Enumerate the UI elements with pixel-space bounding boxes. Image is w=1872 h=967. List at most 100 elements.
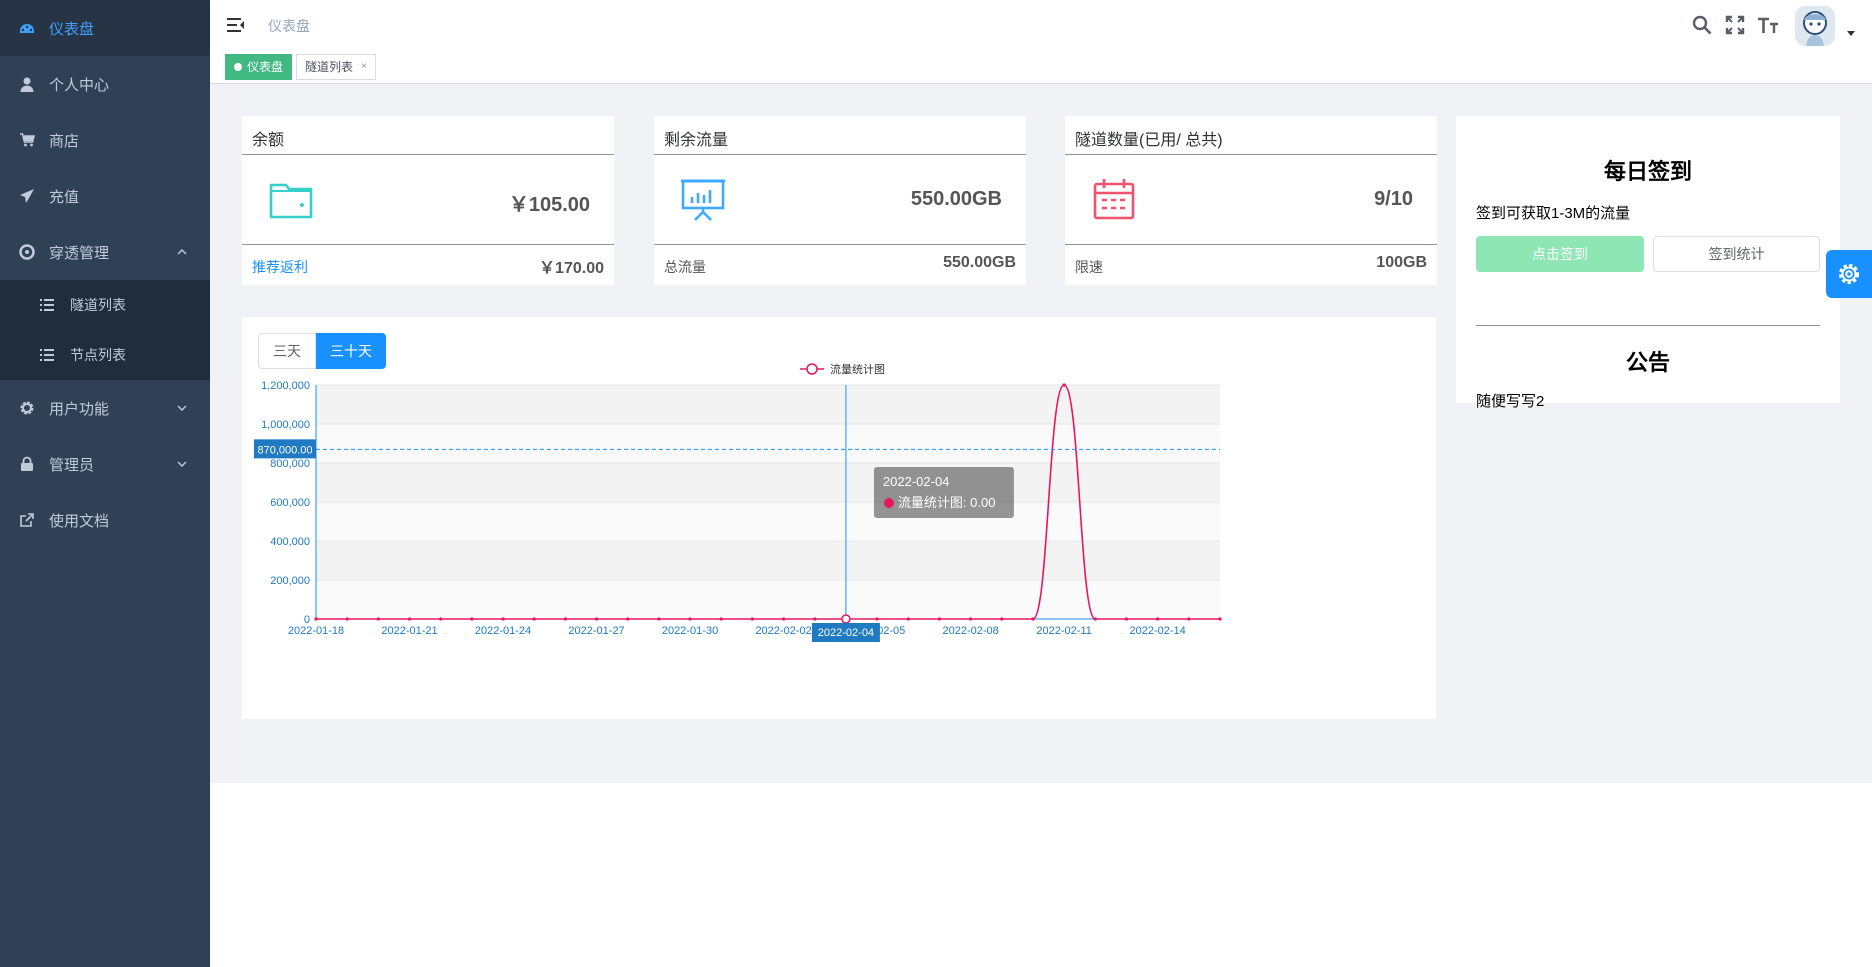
- divider: [1065, 154, 1437, 155]
- navbar: 仪表盘: [210, 0, 1872, 50]
- grid-band: [316, 502, 1220, 541]
- speed-limit-label: 限速: [1075, 259, 1103, 275]
- settings-panel-toggle[interactable]: [1826, 250, 1872, 298]
- data-point: [345, 617, 349, 621]
- tunnel-count-value: 9/10: [1374, 188, 1413, 210]
- tags-view: 仪表盘 隧道列表 ×: [210, 50, 1872, 84]
- sidebar-item-label: 管理员: [49, 456, 95, 474]
- range-thirty-days[interactable]: 三十天: [316, 333, 386, 369]
- tag-label: 隧道列表: [305, 60, 354, 74]
- sidebar-item-docs[interactable]: 使用文档: [0, 492, 210, 548]
- checkin-stats-button[interactable]: 签到统计: [1653, 236, 1820, 272]
- data-point: [501, 617, 505, 621]
- x-tick-label: 2022-02-11: [1036, 625, 1091, 637]
- divider: [654, 244, 1026, 245]
- card-title: 隧道数量(已用/ 总共): [1075, 132, 1223, 149]
- list-icon: [40, 297, 56, 313]
- caret-down-icon[interactable]: [1846, 30, 1856, 38]
- grid-band: [316, 463, 1220, 502]
- crosshair-y-label: 870,000.00: [257, 444, 312, 456]
- sidebar-item-user-functions[interactable]: 用户功能: [0, 380, 210, 436]
- search-icon[interactable]: [1691, 14, 1713, 36]
- data-point: [969, 617, 973, 621]
- sidebar-item-label: 仪表盘: [49, 20, 95, 38]
- y-tick-label: 1,000,000: [261, 419, 310, 431]
- tooltip-box: [873, 467, 1014, 518]
- data-point: [563, 617, 567, 621]
- avatar[interactable]: [1795, 6, 1835, 46]
- sidebar-subitem-label: 隧道列表: [70, 297, 126, 313]
- data-point: [439, 617, 443, 621]
- x-tick-label: 2022-02-08: [942, 625, 998, 637]
- external-link-icon: [19, 512, 35, 528]
- traffic-value: 550.00GB: [910, 188, 1002, 210]
- x-tick-label: 2022-02-02: [755, 625, 811, 637]
- data-point: [906, 617, 910, 621]
- data-point: [1031, 617, 1035, 621]
- font-size-icon[interactable]: [1757, 14, 1779, 36]
- traffic-chart-card: 三天 三十天 0 200,000 400,000 600,000 800,000 1,00…: [242, 317, 1436, 719]
- card-title: 余额: [252, 132, 285, 149]
- data-point: [875, 617, 879, 621]
- sidebar-item-label: 充值: [49, 188, 80, 206]
- presentation-icon: [681, 179, 725, 221]
- data-point: [1124, 617, 1129, 621]
- legend-marker: [806, 363, 818, 375]
- sidebar-item-recharge[interactable]: 充值: [0, 168, 210, 224]
- checkin-desc: 签到可获取1-3M的流量: [1476, 205, 1631, 222]
- divider: [242, 154, 614, 155]
- referral-link[interactable]: 推荐返利: [252, 259, 308, 275]
- sidebar-item-profile[interactable]: 个人中心: [0, 56, 210, 112]
- sidebar-item-shop[interactable]: 商店: [0, 112, 210, 168]
- speed-limit-value: 100GB: [1376, 254, 1427, 271]
- sidebar-item-tunnel-list[interactable]: 隧道列表: [0, 280, 210, 330]
- sidebar-item-admin[interactable]: 管理员: [0, 436, 210, 492]
- tooltip-text: 流量统计图: 0.00: [898, 495, 996, 510]
- y-tick-label: 800,000: [270, 458, 310, 470]
- sidebar-item-penetration[interactable]: 穿透管理: [0, 224, 210, 280]
- tag-label: 仪表盘: [247, 60, 284, 74]
- y-tick-label: 400,000: [270, 536, 310, 548]
- x-tick-label: 2022-01-24: [475, 625, 531, 637]
- data-point: [407, 617, 412, 621]
- balance-value: ￥105.00: [508, 194, 590, 216]
- data-point: [1218, 617, 1222, 621]
- sidebar-item-dashboard[interactable]: 仪表盘: [0, 0, 210, 56]
- chevron-up-icon: [177, 249, 187, 255]
- data-point: [1093, 617, 1097, 621]
- gear-icon: [1838, 263, 1860, 285]
- checkin-button[interactable]: 点击签到: [1476, 236, 1644, 272]
- traffic-line-chart[interactable]: 0 200,000 400,000 600,000 800,000 1,000,000 1,…: [242, 317, 1436, 719]
- list-icon: [40, 347, 56, 363]
- series-line: [316, 384, 1220, 620]
- close-icon[interactable]: ×: [361, 61, 367, 72]
- user-icon: [19, 76, 35, 92]
- grid-band: [316, 580, 1220, 619]
- notice-text: 随便写写2: [1476, 393, 1545, 410]
- x-tick-label: 2022-01-30: [662, 625, 718, 637]
- tag-tunnel-list[interactable]: 隧道列表 ×: [296, 54, 376, 80]
- tooltip-title: 2022-02-04: [883, 474, 950, 489]
- crosshair-y-label-box: [254, 439, 316, 459]
- data-point: [1187, 617, 1191, 621]
- fullscreen-icon[interactable]: [1724, 14, 1746, 36]
- legend-label: 流量统计图: [830, 362, 885, 376]
- tunnels-card: 隧道数量(已用/ 总共) 9/10 限速 100GB: [1065, 116, 1437, 285]
- data-point: [594, 617, 599, 621]
- notice-title: 公告: [1625, 350, 1670, 375]
- range-three-days[interactable]: 三天: [258, 333, 316, 369]
- tag-dashboard[interactable]: 仪表盘: [225, 54, 293, 80]
- hamburger-icon[interactable]: [226, 15, 246, 35]
- divider: [1476, 325, 1820, 326]
- data-point: [813, 617, 817, 621]
- checkin-card: 每日签到 签到可获取1-3M的流量 点击签到 签到统计 公告 随便写写2: [1456, 116, 1840, 410]
- data-point: [750, 617, 755, 621]
- chevron-down-icon: [177, 461, 187, 467]
- dashboard-icon: [19, 20, 35, 36]
- data-point: [688, 617, 692, 621]
- sidebar-item-node-list[interactable]: 节点列表: [0, 330, 210, 380]
- lock-icon: [19, 456, 35, 472]
- crosshair-x-label: 2022-02-04: [818, 627, 874, 639]
- data-point: [314, 617, 318, 621]
- data-point: [1062, 383, 1066, 387]
